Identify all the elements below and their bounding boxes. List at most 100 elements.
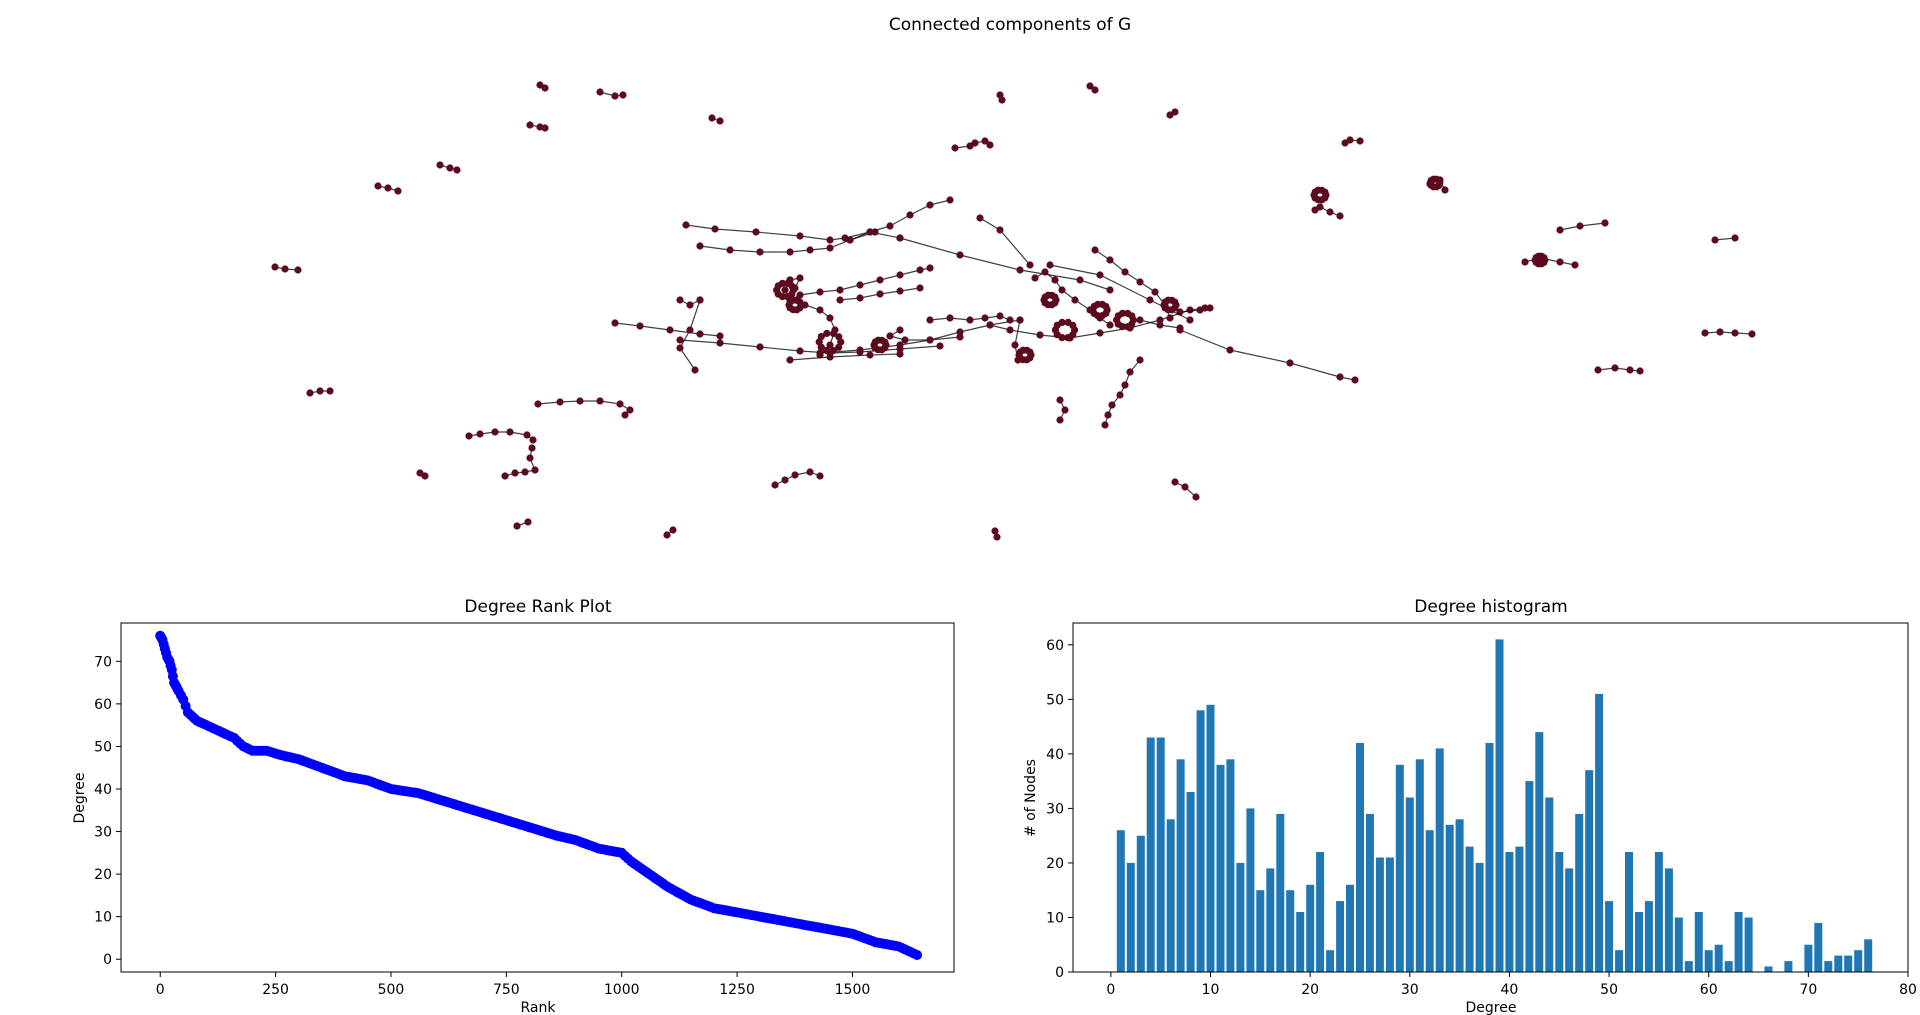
network-node [876, 290, 884, 298]
network-node [771, 481, 779, 489]
histogram-bar [1565, 868, 1574, 972]
histogram-bar [1375, 857, 1384, 972]
network-node [541, 84, 549, 92]
network-node [1336, 373, 1344, 381]
network-node [996, 312, 1004, 320]
network-node [786, 356, 794, 364]
network-node [1091, 246, 1099, 254]
network-node [916, 266, 924, 274]
network-node [526, 121, 534, 129]
network-node [1101, 421, 1109, 429]
histogram-bar [1365, 813, 1374, 972]
rank-plot-ylabel: Degree [72, 773, 88, 824]
network-node [981, 314, 989, 322]
network-node [846, 236, 854, 244]
network-node [716, 332, 724, 340]
network-node [306, 389, 314, 397]
network-node [1061, 406, 1069, 414]
histogram-bar [1595, 693, 1604, 972]
network-node [465, 432, 473, 440]
histogram-bar [1664, 868, 1673, 972]
network-node [1156, 316, 1164, 324]
histogram-bar [1186, 792, 1195, 972]
network-node [1171, 298, 1179, 306]
hist-y-tick-label: 60 [1046, 638, 1064, 654]
network-node [1181, 483, 1189, 491]
network-node [981, 137, 989, 145]
histogram-bar [1206, 704, 1215, 972]
network-node [752, 228, 760, 236]
network-node [1051, 276, 1059, 284]
network-node [1056, 396, 1064, 404]
network-node [806, 468, 814, 476]
network-node [896, 271, 904, 279]
network-node [716, 339, 724, 347]
network-node [619, 91, 627, 99]
network-node [1136, 356, 1144, 364]
network-node [1701, 329, 1709, 337]
histogram-bar [1176, 759, 1185, 972]
rank-x-tick-label: 1000 [604, 982, 640, 998]
histogram-bar [1156, 737, 1165, 972]
network-node [796, 232, 804, 240]
network-node [666, 326, 674, 334]
network-node [1711, 236, 1719, 244]
network-node [817, 333, 825, 341]
network-node [886, 222, 894, 230]
rank-y-tick-label: 10 [94, 910, 112, 926]
histogram-bar [1625, 852, 1633, 972]
network-node [523, 431, 531, 439]
rank-x-tick-label: 0 [156, 982, 165, 998]
network-node [636, 322, 644, 330]
network-node [446, 164, 454, 172]
network-node [1136, 278, 1144, 286]
network-node [986, 141, 994, 149]
network-node [1346, 136, 1354, 144]
network-node [1104, 411, 1112, 419]
network-node [993, 533, 1001, 541]
network-node [1106, 321, 1114, 329]
network-node [1571, 261, 1579, 269]
histogram-bar [1256, 890, 1265, 972]
network-node [926, 336, 934, 344]
network-node [1128, 312, 1136, 320]
network-node [511, 469, 519, 477]
histogram-bar [1635, 912, 1643, 972]
network-node [663, 531, 671, 539]
network-node [781, 476, 789, 484]
histogram-bar [1864, 939, 1873, 972]
histogram-bar [1674, 917, 1683, 972]
histogram-bar [1216, 764, 1225, 972]
histogram-bar [1465, 846, 1474, 972]
network-node [626, 406, 634, 414]
network-edge [679, 299, 701, 371]
network-node [826, 341, 834, 349]
network-node [1006, 326, 1014, 334]
network-edge [679, 339, 941, 354]
histogram-bar [1555, 852, 1564, 972]
histogram-bar [1605, 901, 1614, 972]
histogram-bar [1475, 862, 1484, 972]
network-node [1731, 329, 1739, 337]
network-node [1166, 314, 1174, 322]
network-node [816, 288, 824, 296]
network-node [836, 296, 844, 304]
network-node [823, 329, 831, 337]
rank-y-tick-label: 40 [94, 782, 112, 798]
network-node [906, 211, 914, 219]
hist-x-tick-label: 70 [1799, 982, 1817, 998]
network-node [1716, 328, 1724, 336]
network-node [534, 400, 542, 408]
network-node [946, 196, 954, 204]
network-node [1118, 309, 1127, 317]
network-node [716, 117, 724, 125]
histogram-bar [1734, 912, 1743, 972]
hist-y-tick-label: 20 [1046, 856, 1064, 872]
network-edge [1179, 329, 1356, 381]
network-node [691, 366, 699, 374]
network-node [1076, 276, 1084, 284]
network-node [1192, 493, 1200, 501]
network-node [708, 114, 716, 122]
histogram-bar [1854, 950, 1863, 972]
network-node [781, 286, 789, 294]
